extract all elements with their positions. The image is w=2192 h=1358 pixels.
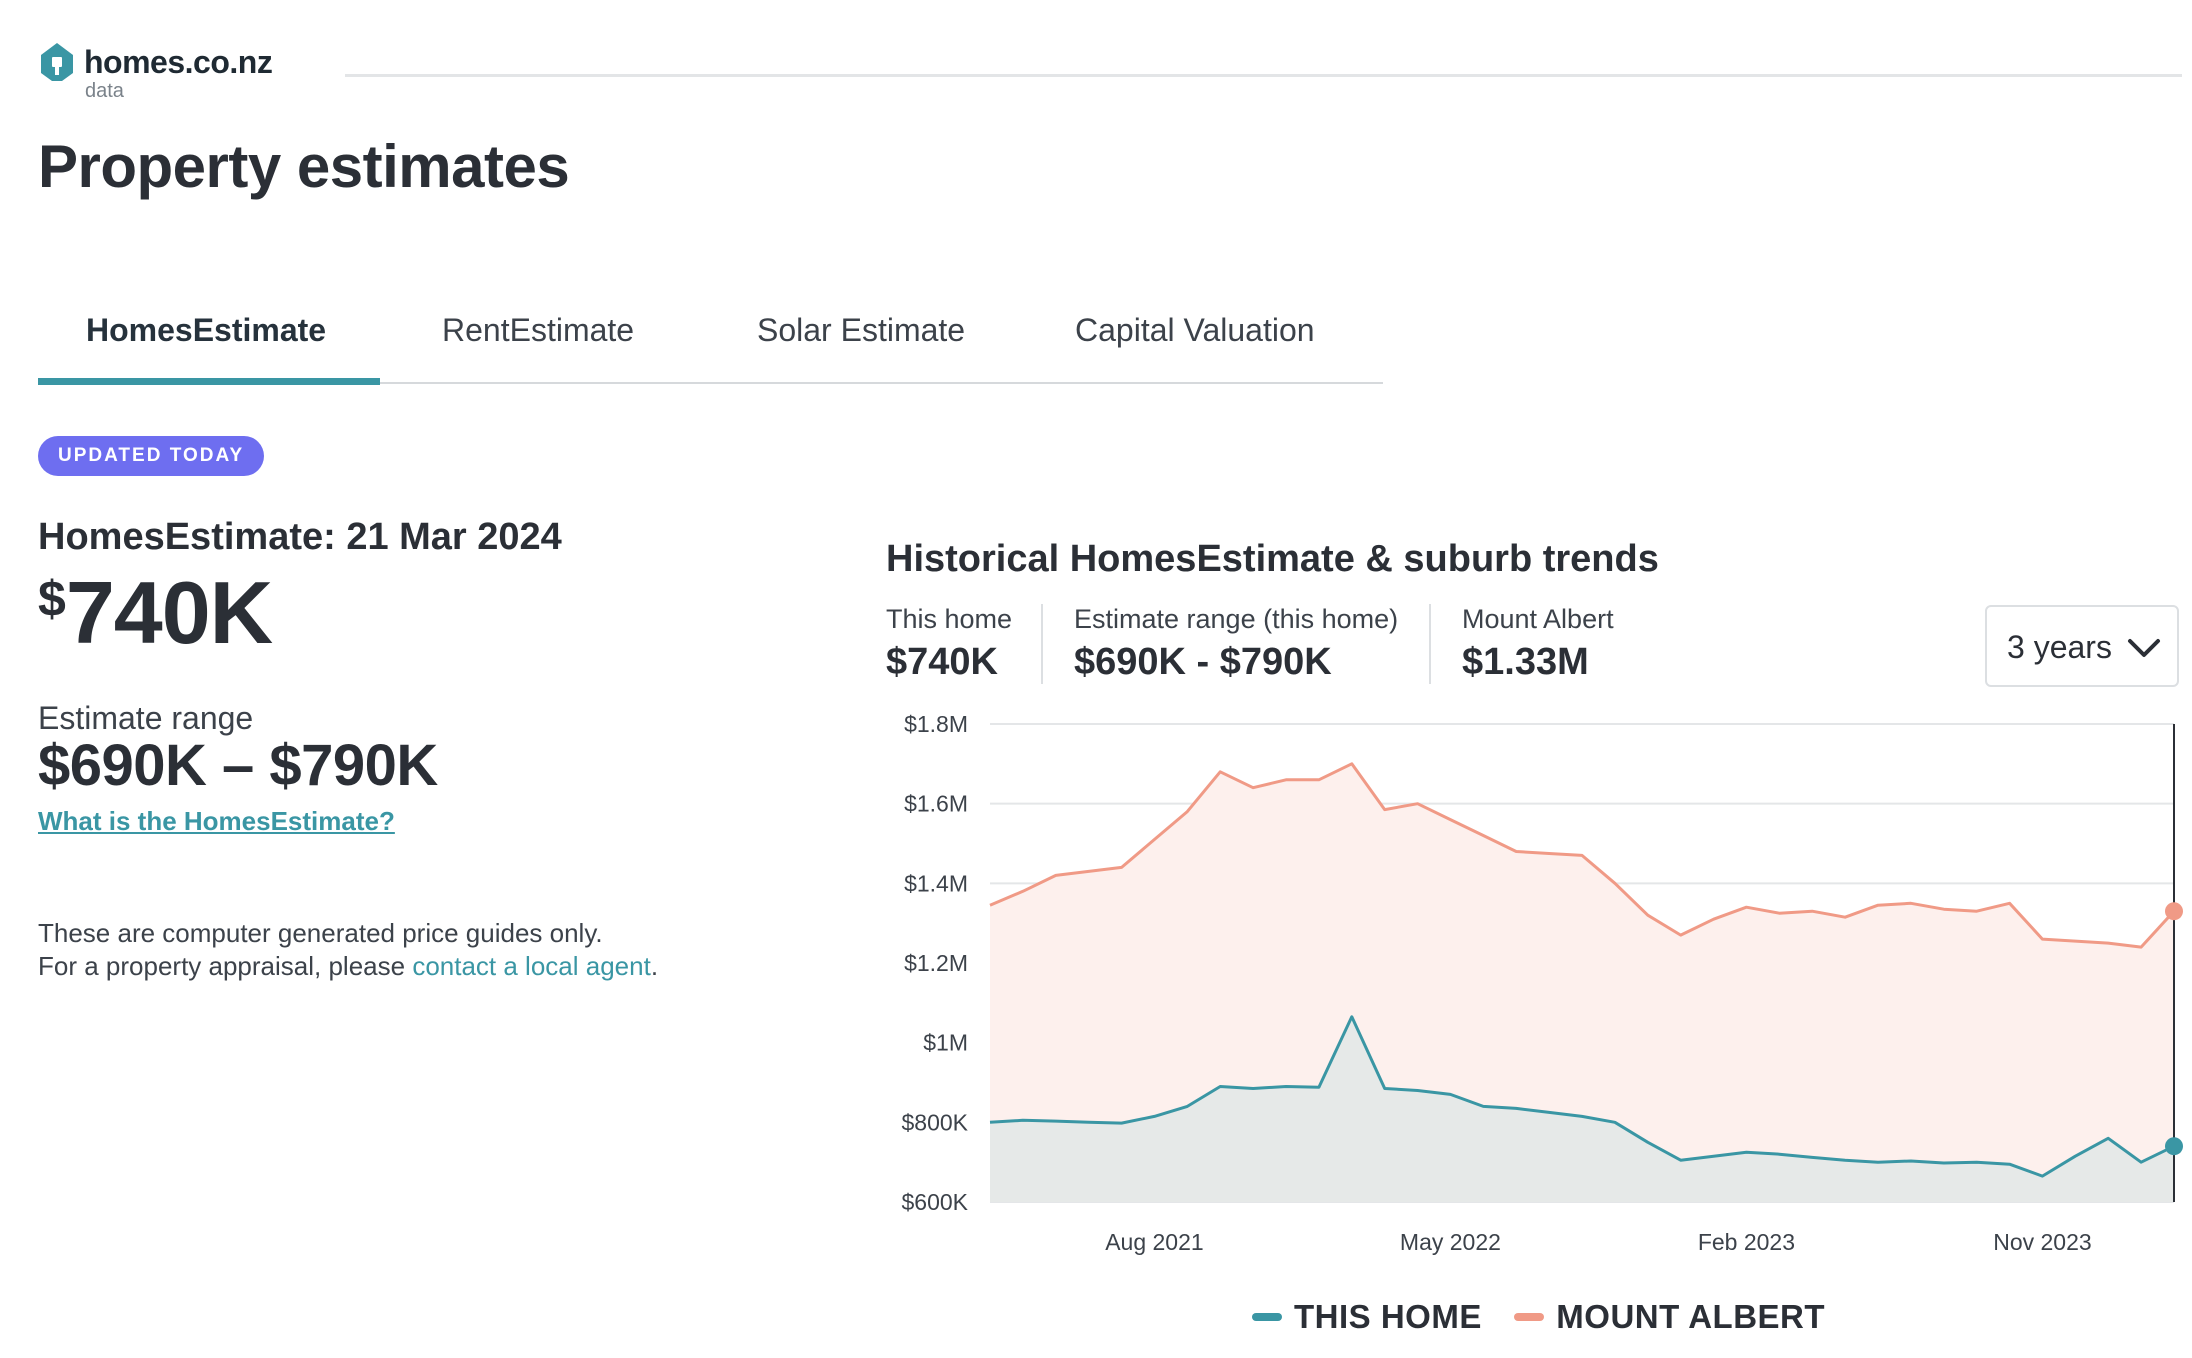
chart-end-points: [2165, 902, 2183, 1156]
disclaimer: These are computer generated price guide…: [38, 917, 678, 983]
logo-subtext: data: [85, 80, 124, 102]
series-line-this-home: [989, 1015, 2175, 1178]
disclaimer-line1: These are computer generated price guide…: [38, 918, 603, 948]
stat-label: Mount Albert: [1462, 604, 1614, 634]
range-value: $690K – $790K: [38, 733, 438, 798]
estimate-amount: 740K: [65, 563, 273, 662]
logo-text: homes.co.nz: [84, 44, 273, 80]
y-tick-label: $1.6M: [904, 791, 968, 817]
x-tick-label: Aug 2021: [1105, 1229, 1203, 1255]
end-point-mount-albert[interactable]: [2165, 902, 2183, 921]
what-is-homesestimate-link[interactable]: What is the HomesEstimate?: [38, 806, 395, 836]
x-tick-label: Feb 2023: [1698, 1229, 1795, 1255]
estimate-value: $740K: [38, 562, 273, 662]
stat-label: This home: [886, 604, 1013, 634]
chevron-down-icon: [2128, 639, 2160, 657]
stat-value: $1.33M: [1462, 641, 1589, 683]
status-badge: UPDATED TODAY: [38, 436, 265, 476]
y-tick-label: $800K: [901, 1109, 968, 1135]
estimate-date-heading: HomesEstimate: 21 Mar 2024: [38, 516, 562, 558]
series-line-mount-albert: [989, 762, 2176, 949]
disclaimer-end: .: [650, 951, 659, 981]
active-tab-indicator: [38, 378, 380, 385]
tab-capital-valuation[interactable]: Capital Valuation: [1075, 312, 1315, 348]
stat-divider: [1041, 604, 1043, 684]
legend-label: THIS HOME: [1294, 1298, 1482, 1335]
y-tick-label: $1.2M: [904, 950, 968, 976]
homes-logo[interactable]: homes.co.nz data: [40, 42, 380, 112]
y-axis-ticks: $1.8M $1.6M $1.4M $1.2M $1M $800K $600K: [901, 711, 968, 1215]
chart-areas: [990, 763, 2174, 1202]
legend-item-mount-albert[interactable]: MOUNT ALBERT: [1514, 1298, 1825, 1336]
y-tick-label: $1M: [923, 1030, 968, 1056]
estimate-tabs: HomesEstimate RentEstimate Solar Estimat…: [38, 300, 1383, 385]
legend-label: MOUNT ALBERT: [1556, 1298, 1826, 1335]
stat-this-home: This home $740K: [886, 604, 1012, 684]
period-select[interactable]: 3 years: [1985, 605, 2179, 687]
x-tick-label: Nov 2023: [1993, 1229, 2091, 1255]
range-label: Estimate range: [38, 700, 254, 736]
history-chart: $1.8M $1.6M $1.4M $1.2M $1M $800K $600K Aug 20…: [901, 711, 2183, 1255]
period-select-value: 3 years: [2007, 629, 2112, 665]
header-divider: [345, 74, 2182, 77]
stat-mount-albert: Mount Albert $1.33M: [1462, 604, 1614, 684]
house-icon: [41, 43, 73, 81]
legend-item-this-home[interactable]: THIS HOME: [1252, 1298, 1482, 1336]
legend-swatch: [1252, 1313, 1282, 1321]
end-point-this-home[interactable]: [2165, 1137, 2183, 1156]
contact-agent-link[interactable]: contact a local agent: [412, 951, 651, 981]
estimate-currency: $: [38, 571, 66, 627]
x-axis-ticks: Aug 2021 May 2022 Feb 2023 Nov 2023: [1105, 1229, 2091, 1255]
legend-swatch: [1514, 1313, 1545, 1321]
chart-legend: THIS HOME MOUNT ALBERT: [1252, 1298, 1853, 1342]
chart-title: Historical HomesEstimate & suburb trends: [886, 538, 1659, 580]
stat-divider: [1429, 604, 1431, 684]
area-this-home: [990, 1016, 2174, 1202]
y-tick-label: $1.4M: [904, 870, 968, 896]
tab-rentestimate[interactable]: RentEstimate: [442, 312, 635, 348]
tab-homesestimate[interactable]: HomesEstimate: [86, 312, 327, 348]
x-tick-label: May 2022: [1400, 1229, 1501, 1255]
y-tick-label: $600K: [901, 1189, 968, 1215]
stat-label: Estimate range (this home): [1074, 604, 1399, 634]
stat-estimate-range: Estimate range (this home) $690K - $790K: [1074, 604, 1398, 684]
tab-solar-estimate[interactable]: Solar Estimate: [757, 312, 966, 348]
page-title: Property estimates: [38, 133, 570, 200]
chart-lines: [989, 762, 2176, 1178]
disclaimer-line2: For a property appraisal, please: [38, 951, 413, 981]
stat-value: $740K: [886, 641, 998, 683]
y-tick-label: $1.8M: [904, 711, 968, 737]
stat-value: $690K - $790K: [1074, 641, 1332, 683]
